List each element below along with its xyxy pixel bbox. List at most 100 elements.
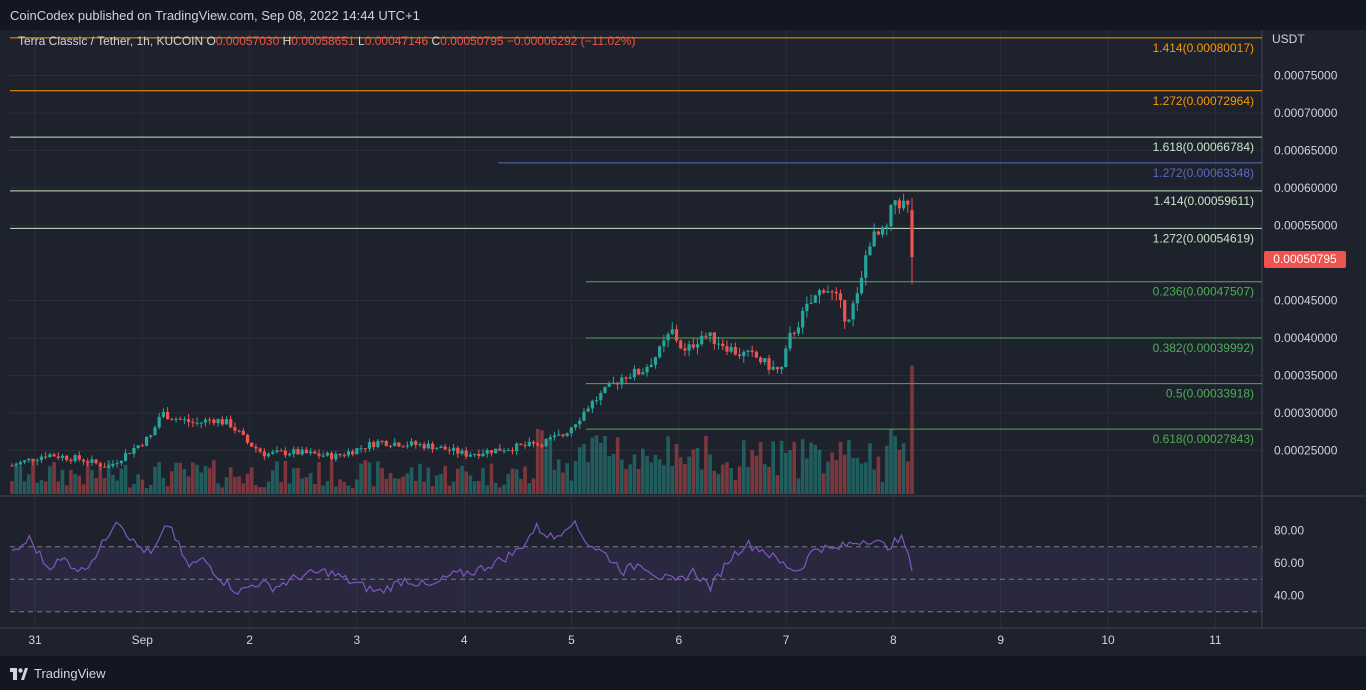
- candle-body: [658, 346, 662, 358]
- candle-body: [153, 427, 157, 436]
- fib-level-label: 1.272(0.00072964): [1153, 94, 1254, 108]
- candle-body: [384, 441, 388, 446]
- candle-body: [637, 368, 641, 375]
- volume-bar: [367, 462, 372, 494]
- candle-body: [245, 434, 250, 443]
- candle-body: [115, 463, 119, 465]
- volume-bar: [674, 443, 679, 494]
- volume-bar: [48, 466, 52, 494]
- candle-body: [843, 299, 847, 322]
- volume-bar: [212, 460, 216, 494]
- fib-level-label: 1.272(0.00054619): [1153, 231, 1254, 245]
- candle-body: [700, 335, 704, 345]
- volume-bar: [94, 477, 98, 494]
- volume-bar: [405, 473, 410, 494]
- candle-body: [523, 444, 527, 446]
- volume-bar: [830, 452, 834, 494]
- candle-body: [233, 427, 237, 431]
- chart-canvas[interactable]: 0.00075000 0.00070000 0.00065000 0.00060000…: [0, 30, 1366, 656]
- time-axis-label: 8: [890, 633, 897, 647]
- volume-bar: [60, 469, 65, 494]
- candle-body: [880, 227, 885, 235]
- candle-body: [767, 358, 771, 370]
- price-axis-label: 0.00025000: [1274, 444, 1338, 458]
- candle-body: [573, 424, 578, 428]
- volume-bar: [359, 463, 363, 494]
- volume-bar: [388, 473, 393, 494]
- last-price-tag: 0.00050795: [1264, 251, 1346, 268]
- candle-body: [649, 364, 653, 367]
- volume-bar: [889, 428, 893, 494]
- volume-bar: [653, 454, 658, 494]
- candle-body: [519, 443, 523, 445]
- volume-bar: [632, 454, 637, 494]
- candle-body: [86, 461, 90, 463]
- volume-bar: [455, 468, 460, 494]
- volume-bar: [203, 466, 208, 494]
- volume-bar: [699, 469, 704, 494]
- candle-body: [195, 422, 199, 424]
- candle-body: [885, 226, 889, 228]
- candle-body: [527, 441, 531, 446]
- candle-body: [39, 456, 44, 461]
- candle-body: [321, 455, 325, 457]
- candle-body: [864, 255, 868, 278]
- volume-bar: [300, 478, 304, 494]
- candle-body: [456, 447, 460, 454]
- volume-bar: [249, 467, 254, 494]
- candle-body: [443, 446, 447, 450]
- volume-bar: [859, 463, 864, 494]
- candle-body: [388, 445, 393, 447]
- volume-bar: [304, 477, 309, 494]
- volume-bar: [737, 466, 742, 494]
- volume-bar: [413, 480, 418, 494]
- volume-bar: [678, 457, 683, 494]
- candle-body: [569, 427, 573, 434]
- rsi-axis-label: 60.00: [1274, 556, 1304, 570]
- candle-body: [653, 357, 658, 365]
- candle-body: [35, 460, 39, 462]
- candle-body: [325, 452, 330, 456]
- volume-bar: [224, 477, 229, 494]
- candle-body: [515, 443, 519, 452]
- candle-body: [721, 343, 725, 347]
- candle-body: [901, 200, 906, 209]
- volume-bar: [237, 476, 241, 494]
- volume-bar: [842, 454, 847, 494]
- candle-body: [342, 455, 346, 457]
- top-bar: CoinCodex published on TradingView.com, …: [0, 0, 1366, 30]
- candle-body: [641, 372, 645, 375]
- candle-body: [758, 357, 763, 363]
- volume-bar: [443, 465, 447, 494]
- volume-bar: [10, 481, 14, 494]
- published-info: CoinCodex published on TradingView.com, …: [10, 8, 420, 23]
- volume-bar: [847, 440, 851, 494]
- volume-bar: [691, 449, 696, 494]
- volume-bar: [788, 449, 792, 494]
- candle-body: [712, 332, 716, 344]
- volume-bar: [645, 455, 649, 494]
- volume-bar: [216, 483, 220, 494]
- volume-bar: [161, 477, 166, 494]
- volume-bar: [716, 474, 721, 494]
- volume-bar: [855, 458, 860, 494]
- candle-body: [733, 347, 737, 355]
- tradingview-logo[interactable]: TradingView: [10, 666, 106, 681]
- bottom-bar: TradingView: [0, 656, 1366, 690]
- volume-bar: [464, 471, 469, 494]
- candle-body: [351, 451, 355, 455]
- time-axis-label: 9: [997, 633, 1004, 647]
- rsi-axis-label: 80.00: [1274, 524, 1304, 538]
- candle-body: [405, 445, 409, 447]
- candle-body: [611, 382, 616, 384]
- volume-bar: [754, 455, 759, 494]
- volume-bar: [254, 485, 258, 494]
- candle-body: [157, 416, 161, 428]
- volume-bar: [64, 485, 69, 494]
- candle-body: [65, 455, 69, 460]
- volume-bar: [884, 445, 889, 494]
- candle-body: [250, 442, 254, 447]
- volume-bar: [262, 487, 267, 494]
- candle-body: [485, 450, 489, 454]
- tradingview-brand: TradingView: [34, 666, 106, 681]
